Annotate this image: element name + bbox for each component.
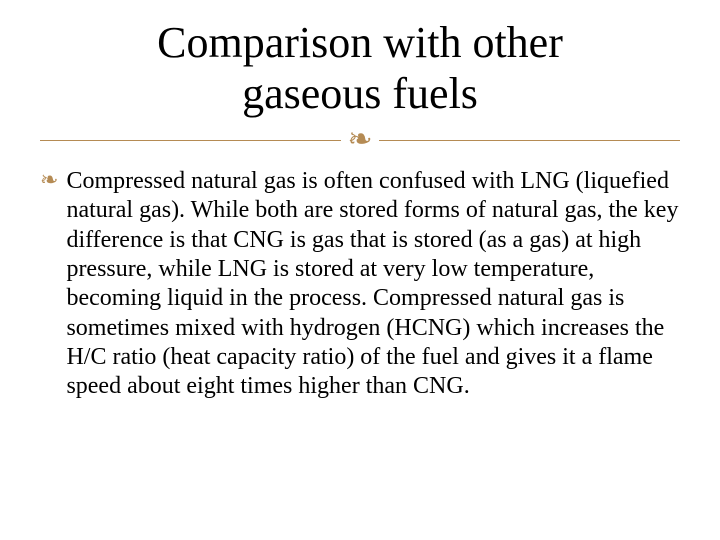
title-line-2: gaseous fuels <box>242 69 478 118</box>
title-divider: ❧ <box>40 125 680 155</box>
divider-line-left <box>40 140 341 141</box>
body-block: ❧ Compressed natural gas is often confus… <box>40 167 680 401</box>
slide: Comparison with other gaseous fuels ❧ ❧ … <box>0 0 720 540</box>
leaf-bullet-icon: ❧ <box>40 167 58 193</box>
body-text: Compressed natural gas is often confused… <box>66 167 680 401</box>
flourish-icon: ❧ <box>347 125 372 155</box>
title-line-1: Comparison with other <box>157 18 563 67</box>
divider-line-right <box>379 140 680 141</box>
slide-title: Comparison with other gaseous fuels <box>40 18 680 119</box>
